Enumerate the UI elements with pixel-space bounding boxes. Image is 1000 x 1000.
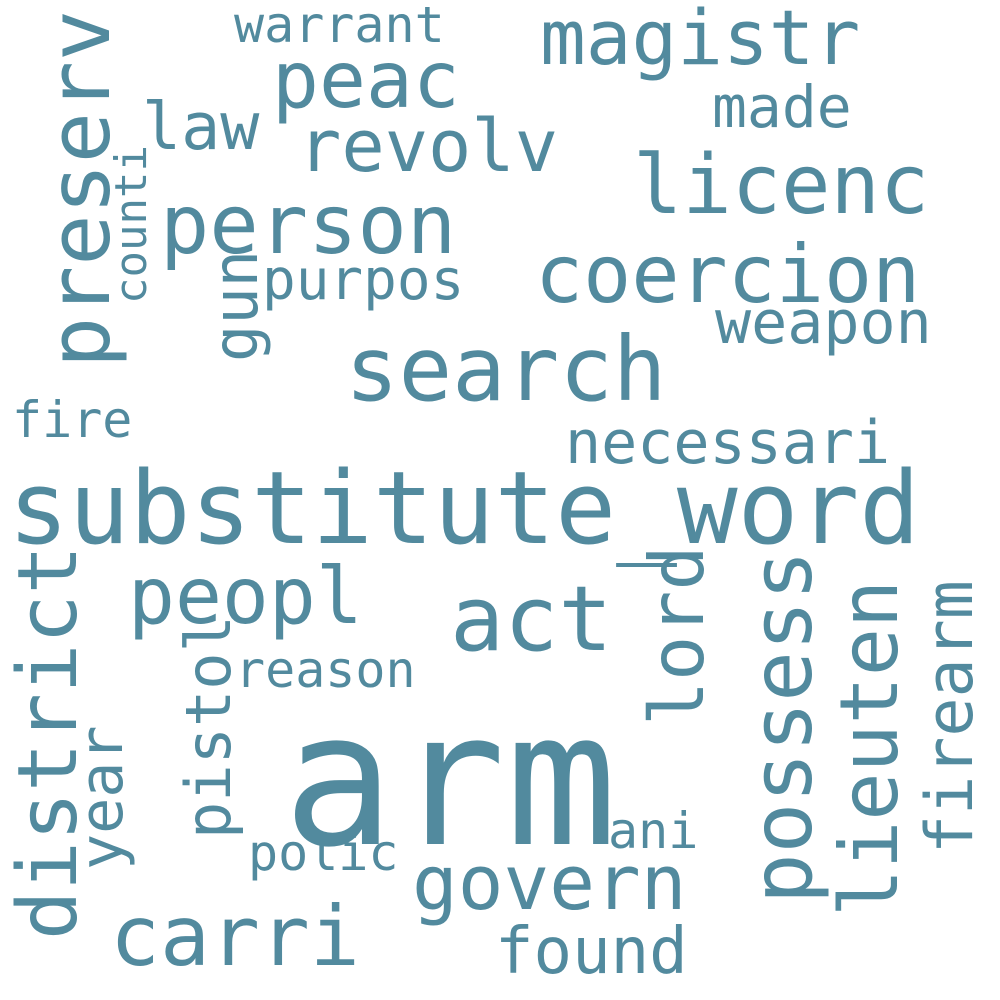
word-licenc: licenc	[633, 138, 930, 233]
word-law: law	[142, 90, 260, 165]
word-arm: arm	[283, 672, 618, 888]
word-gun: gun	[199, 250, 272, 362]
word-carri: carri	[110, 888, 360, 985]
word-lieuten: lieuten	[823, 579, 916, 917]
word-made: made	[712, 73, 852, 141]
word-search: search	[345, 317, 667, 421]
word-warrant: warrant	[234, 0, 445, 54]
word-fire: fire	[12, 391, 133, 449]
word-govern: govern	[412, 838, 687, 927]
word-polic: polic	[248, 824, 399, 882]
word-purpos: purpos	[262, 248, 465, 313]
word-found: found	[495, 915, 688, 989]
word-counti: counti	[106, 145, 157, 304]
word-pistol: pistol	[172, 615, 245, 839]
word-weapon: weapon	[715, 288, 932, 358]
word-lord: lord	[633, 545, 721, 726]
word-reason: reason	[235, 641, 416, 699]
word-ani: ani	[608, 802, 699, 860]
word-peopl: peopl	[128, 552, 363, 642]
word-peac: peac	[272, 36, 460, 126]
word-person: person	[160, 178, 457, 273]
word-possess: possess	[733, 549, 831, 904]
word-firearm: firearm	[913, 580, 988, 854]
word-coercion: coercion	[535, 228, 921, 321]
word-revolv: revolv	[298, 104, 559, 188]
word-necessari: necessari	[565, 408, 891, 478]
word-year: year	[67, 725, 137, 871]
word-act: act	[450, 567, 613, 672]
word-substitute-word: substitute_word	[8, 449, 921, 567]
word-magistr: magistr	[540, 0, 861, 82]
